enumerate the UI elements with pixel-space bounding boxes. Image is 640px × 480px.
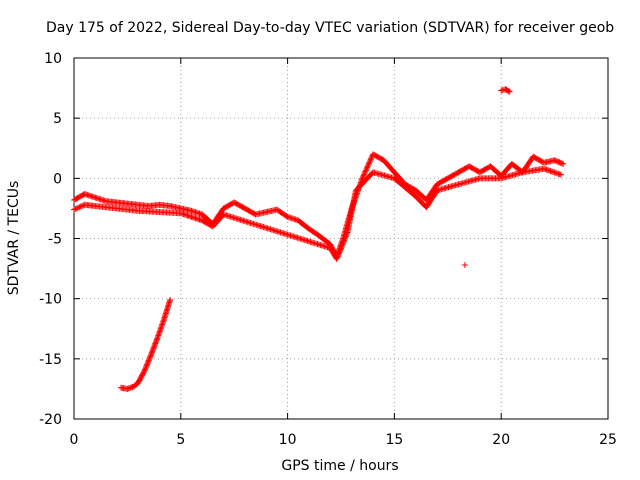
grid [74,58,608,419]
data-point [71,206,77,213]
axis-ticks: 0 5 10 15 20 25 -20 -15 -10 -5 0 5 10 [39,51,617,448]
y-tick-label: 5 [53,111,62,127]
data-point [343,230,350,237]
data-marks [71,86,567,392]
data-point [334,254,341,261]
data-point [367,157,374,164]
data-point [76,204,83,211]
data-point [146,356,153,363]
data-point [167,296,174,303]
data-point [145,357,152,364]
data-point [361,169,368,176]
chart-title: Day 175 of 2022, Sidereal Day-to-day VTE… [46,20,614,36]
y-tick-label: -15 [39,352,62,368]
data-point [362,167,369,174]
data-point [366,159,373,166]
data-point [142,366,149,373]
data-point [506,88,513,95]
data-point [73,205,80,212]
x-tick-label: 20 [492,432,510,448]
data-point [336,248,343,255]
y-tick-label: 0 [53,171,62,187]
data-point [144,361,151,368]
data-point [335,251,342,258]
data-point [558,160,565,167]
data-point [505,88,512,95]
data-point [338,245,344,252]
y-axis-label: SDTVAR / TECUs [6,181,22,296]
data-point [365,161,372,168]
y-tick-label: -10 [39,292,62,308]
y-tick-label: -20 [39,412,62,428]
data-point [146,354,153,361]
x-tick-label: 0 [70,432,79,448]
data-point [337,246,344,253]
data-point [147,353,154,360]
data-point [338,244,345,251]
data-point [283,213,290,220]
data-point [140,369,147,376]
y-tick-label: -5 [48,232,62,248]
data-point [362,168,369,175]
data-point [143,363,150,370]
data-point [335,250,342,257]
data-point [342,234,349,241]
x-tick-label: 25 [599,432,617,448]
y-tick-label: 10 [44,51,62,67]
data-point [368,155,375,162]
data-point [339,241,346,248]
data-point [340,240,347,247]
data-point [560,160,567,167]
data-point [142,365,149,372]
x-tick-label: 15 [385,432,403,448]
data-point [143,362,150,369]
data-point [341,236,348,243]
data-point [343,232,350,239]
data-point [145,358,152,365]
data-point [363,165,370,172]
data-point [334,253,341,260]
data-point [364,163,371,170]
data-point [340,238,347,245]
x-tick-label: 10 [279,432,297,448]
data-point [364,164,371,171]
data-point [144,360,151,367]
data-point [141,367,148,374]
data-point [558,171,565,178]
data-point [341,237,348,244]
data-point [333,255,340,262]
data-point [461,261,468,268]
data-point [77,203,84,210]
data-point [339,242,346,249]
data-point [359,173,366,180]
data-point [75,204,82,211]
data-point [365,160,372,167]
data-point [72,206,79,213]
data-point [360,172,367,179]
data-point [367,156,374,163]
data-point [361,171,368,178]
data-point [342,233,349,240]
x-axis-label: GPS time / hours [281,458,398,474]
x-tick-label: 5 [176,432,185,448]
data-point [336,249,343,256]
data-point [79,203,86,210]
